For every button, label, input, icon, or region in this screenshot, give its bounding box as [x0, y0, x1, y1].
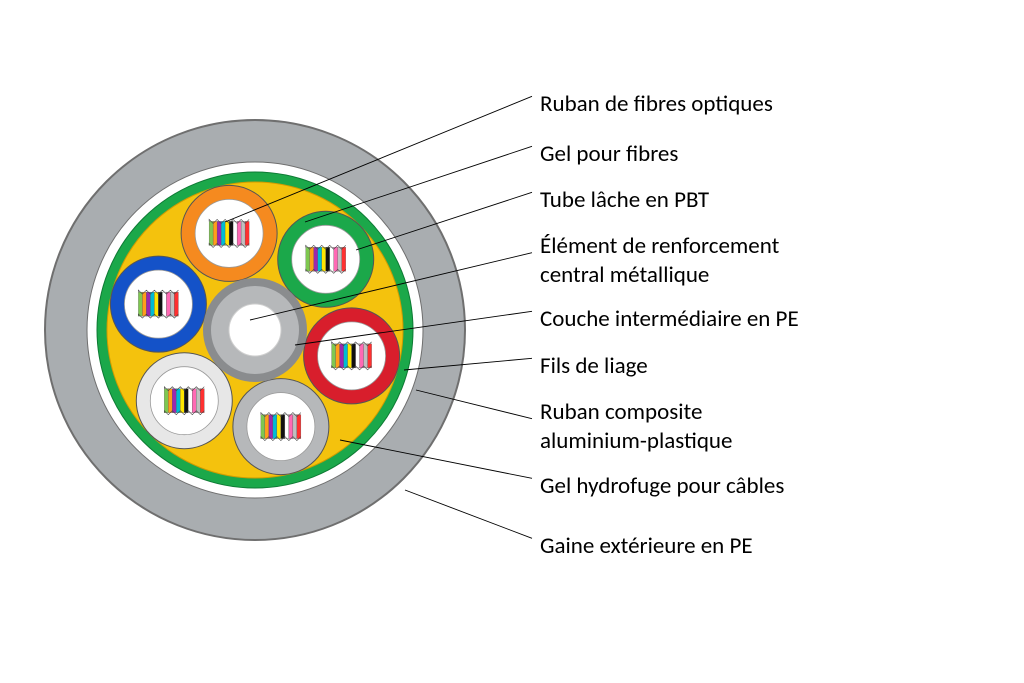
label-central_member: Élément de renforcementcentral métalliqu… — [540, 232, 779, 290]
label-fiber_ribbon: Ruban de fibres optiques — [540, 90, 773, 119]
fiber-ribbon — [164, 387, 204, 415]
label-binding_yarns: Fils de liage — [540, 352, 648, 381]
fiber-ribbon — [332, 342, 372, 370]
leader-line-outer_sheath — [405, 490, 532, 538]
fiber-ribbon — [209, 219, 249, 247]
central-strength-member-core — [229, 304, 281, 356]
cable-diagram — [0, 0, 1024, 683]
fiber-ribbon — [138, 290, 178, 318]
label-pe_inner_layer: Couche intermédiaire en PE — [540, 305, 799, 334]
fiber-ribbon — [261, 413, 301, 441]
label-fiber_gel: Gel pour fibres — [540, 140, 678, 169]
fiber-ribbon — [306, 245, 346, 273]
label-alu_tape: Ruban compositealuminium-plastique — [540, 398, 732, 456]
label-outer_sheath: Gaine extérieure en PE — [540, 532, 753, 561]
label-cable_gel: Gel hydrofuge pour câbles — [540, 472, 784, 501]
label-loose_tube_pbt: Tube lâche en PBT — [540, 186, 709, 215]
